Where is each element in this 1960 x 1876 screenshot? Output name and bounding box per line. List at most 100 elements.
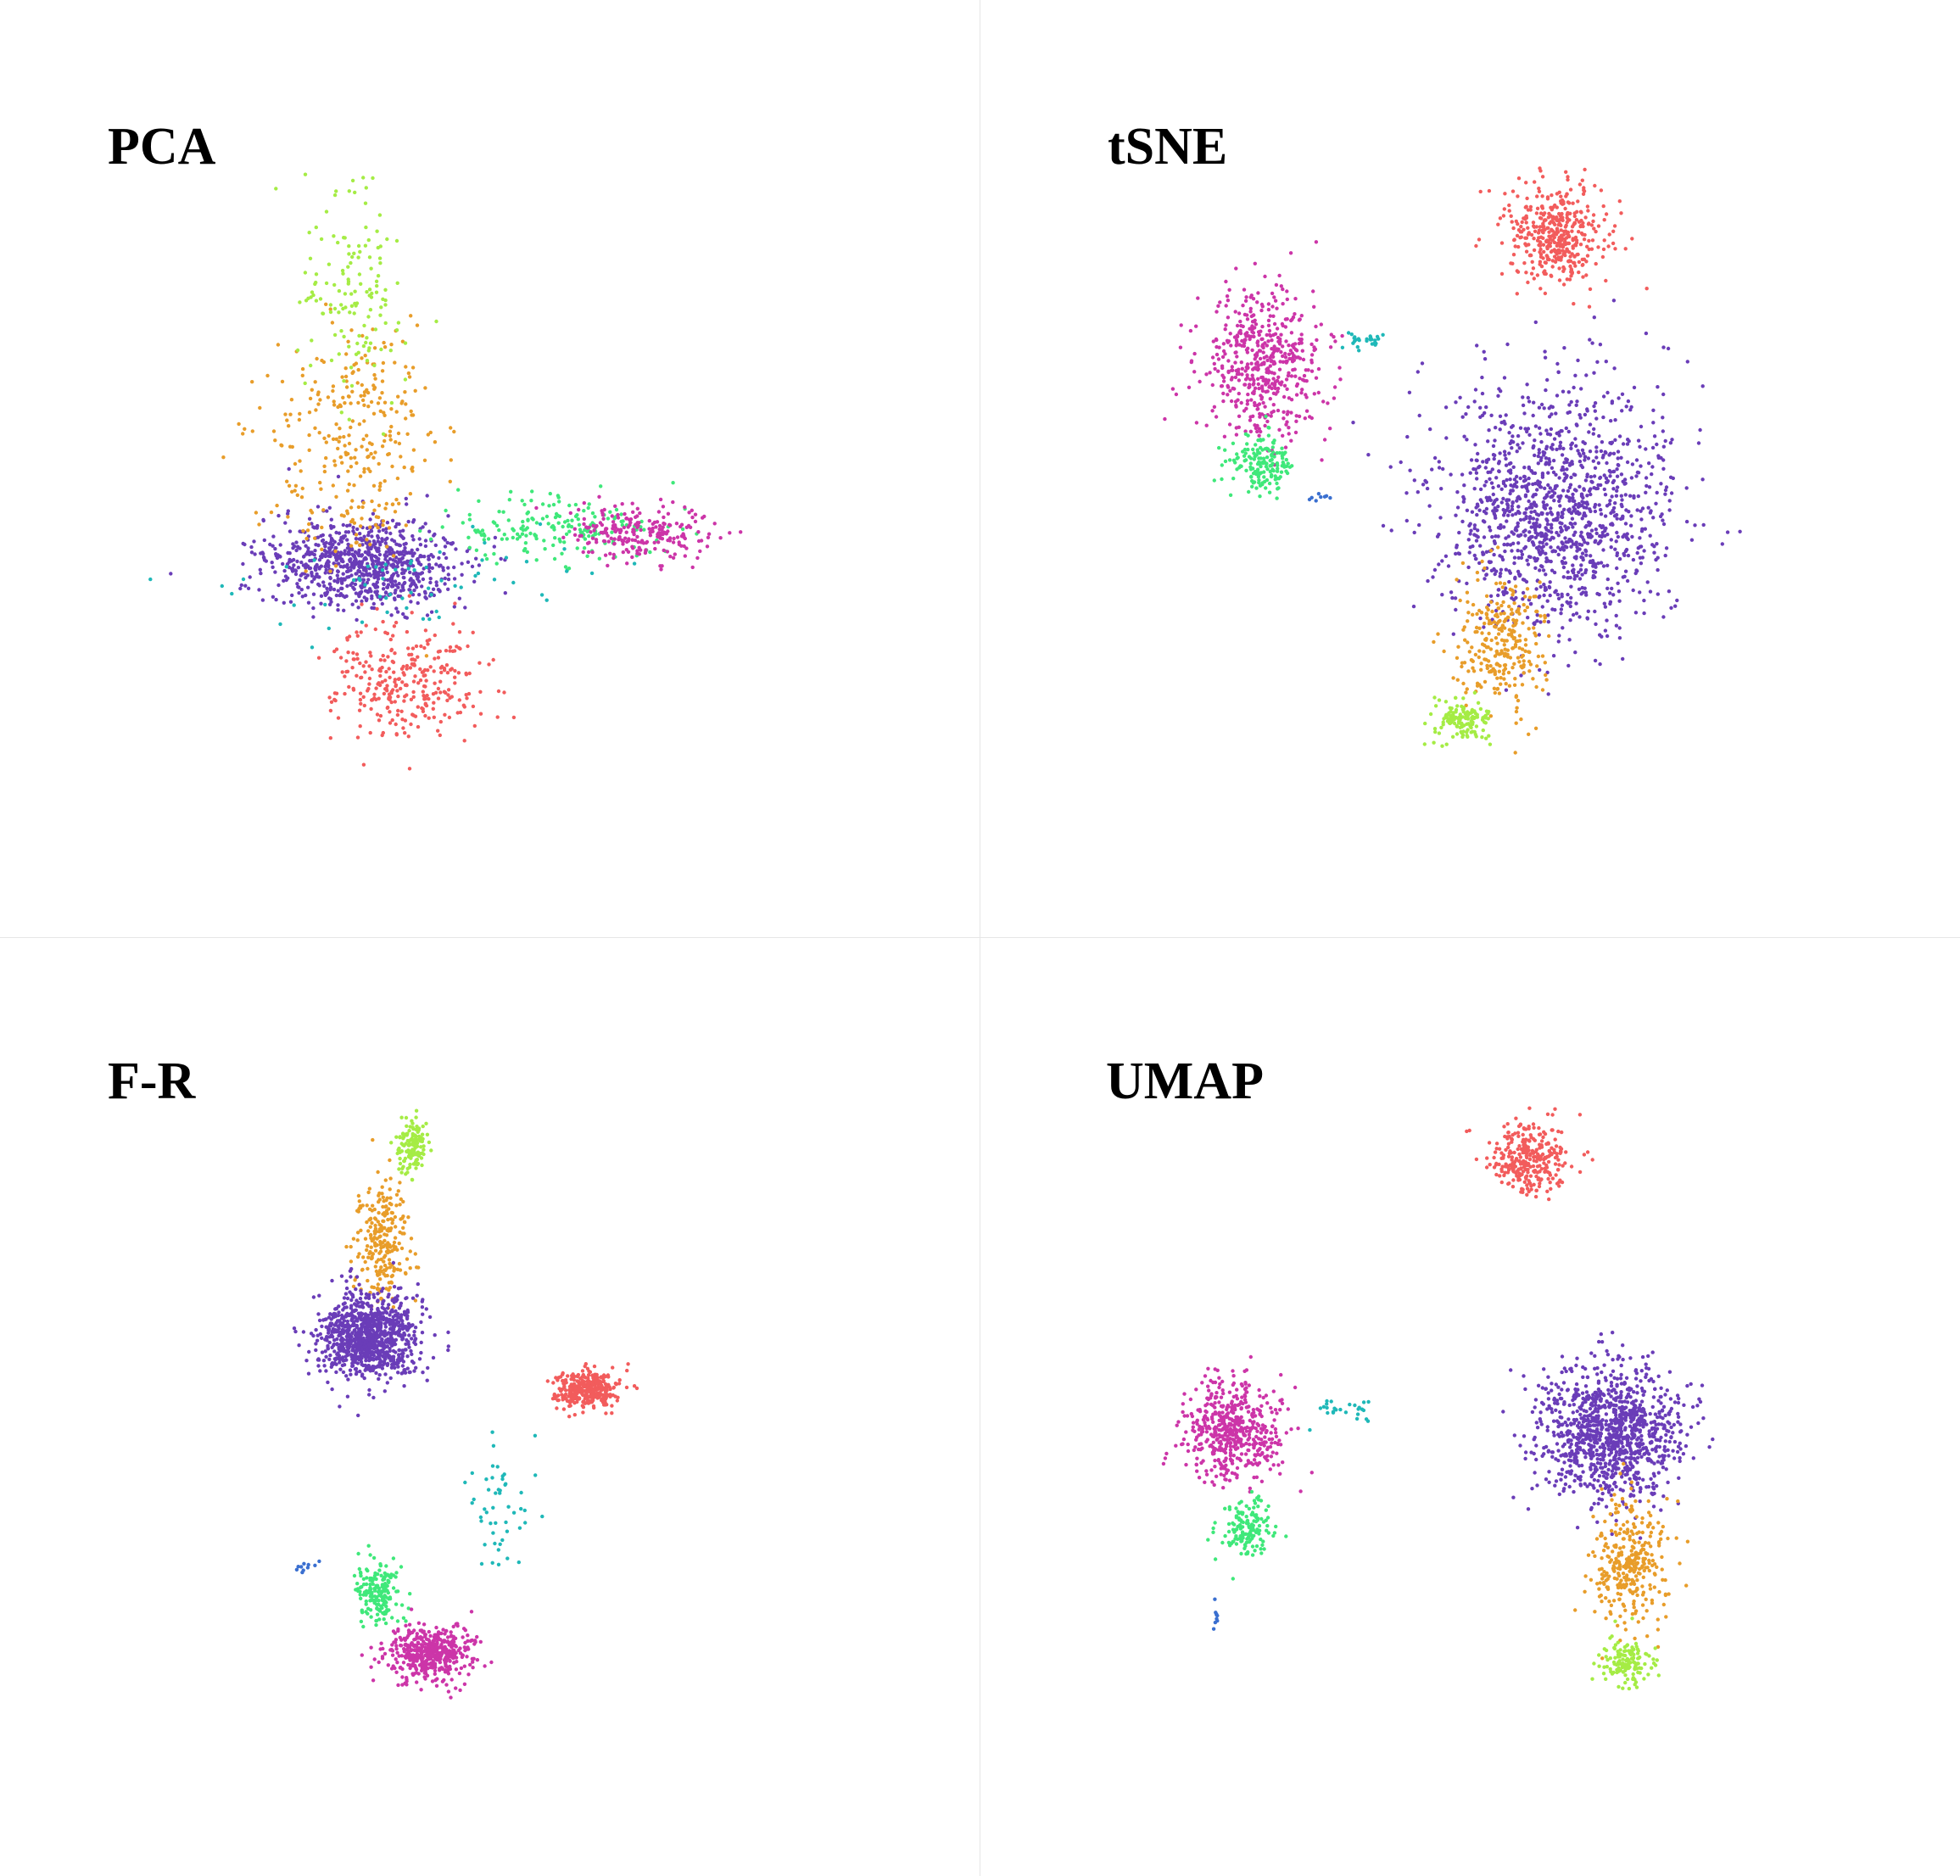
scatter-point: [259, 551, 263, 556]
scatter-point: [1569, 443, 1573, 447]
scatter-point: [283, 521, 288, 525]
scatter-point: [241, 432, 245, 436]
scatter-point: [1289, 438, 1293, 443]
scatter-point: [1550, 443, 1555, 447]
scatter-point: [1204, 372, 1209, 377]
scatter-point: [639, 539, 645, 543]
scatter-point: [1592, 486, 1596, 490]
scatter-point: [1667, 499, 1672, 503]
scatter-point: [1521, 590, 1526, 595]
scatter-point: [1527, 595, 1533, 600]
scatter-point: [313, 380, 317, 384]
scatter-point: [423, 628, 428, 633]
scatter-point: [379, 347, 383, 352]
scatter-point: [1503, 586, 1508, 590]
scatter-point: [278, 543, 282, 547]
scatter-point: [1565, 460, 1569, 465]
scatter-point: [1652, 544, 1656, 549]
scatter-point: [1558, 504, 1562, 508]
scatter-point: [1478, 544, 1483, 548]
scatter-point: [1476, 451, 1480, 456]
scatter-point: [1561, 243, 1566, 247]
scatter-point: [1223, 352, 1227, 356]
scatter-point: [1489, 413, 1494, 417]
scatter-point: [1628, 408, 1633, 412]
scatter-point: [1602, 473, 1606, 477]
scatter-point: [1249, 361, 1254, 366]
scatter-point: [368, 650, 372, 655]
scatter-point: [1243, 338, 1248, 342]
scatter-point: [314, 225, 318, 230]
scatter-point: [1601, 394, 1606, 399]
scatter-point: [1480, 735, 1484, 740]
scatter-point: [370, 606, 374, 610]
scatter-point: [1544, 532, 1548, 536]
scatter-point: [296, 545, 300, 550]
scatter-point: [385, 554, 389, 558]
scatter-point: [241, 577, 246, 582]
scatter-point: [352, 251, 356, 255]
scatter-point: [380, 379, 385, 383]
scatter-point: [1585, 541, 1590, 545]
scatter-point: [1655, 490, 1659, 495]
scatter-point: [310, 645, 315, 650]
scatter-point: [1577, 484, 1582, 489]
scatter-point: [347, 244, 351, 248]
scatter-point: [374, 697, 378, 701]
scatter-point: [1221, 349, 1226, 354]
scatter-point: [606, 539, 611, 544]
scatter-point: [327, 550, 331, 555]
scatter-point: [1373, 343, 1377, 347]
scatter-point: [366, 533, 371, 538]
scatter-point: [366, 455, 370, 460]
scatter-point: [389, 407, 394, 411]
scatter-point: [1515, 233, 1520, 238]
scatter-point: [474, 530, 478, 534]
scatter-point: [1568, 264, 1572, 269]
scatter-point: [340, 670, 344, 674]
scatter-point: [1265, 455, 1270, 460]
scatter-point: [1543, 349, 1547, 354]
scatter-point: [1589, 223, 1594, 227]
scatter-point: [1484, 460, 1489, 465]
scatter-point: [1720, 542, 1724, 546]
scatter-point: [1589, 247, 1594, 251]
scatter-point: [1548, 486, 1552, 490]
scatter-point: [1626, 553, 1631, 558]
scatter-point: [1245, 317, 1250, 321]
scatter-point: [1281, 287, 1285, 292]
scatter-point: [327, 626, 331, 631]
scatter-point: [1237, 414, 1242, 418]
scatter-point: [361, 695, 366, 699]
scatter-point: [1260, 448, 1265, 452]
scatter-point: [334, 494, 338, 499]
scatter-point: [368, 542, 372, 547]
scatter-point: [690, 565, 695, 570]
scatter-point: [1628, 494, 1633, 498]
scatter-point: [1501, 513, 1506, 517]
scatter-point: [324, 209, 329, 214]
scatter-point: [1230, 376, 1234, 380]
scatter-point: [1592, 315, 1596, 320]
scatter-point: [1235, 452, 1239, 456]
scatter-point: [288, 557, 292, 562]
scatter-point: [1428, 712, 1433, 717]
scatter-point: [693, 512, 698, 516]
scatter-point: [345, 562, 349, 567]
scatter-point: [1608, 600, 1613, 604]
scatter-point: [1432, 567, 1438, 572]
scatter-point: [1515, 499, 1519, 503]
scatter-point: [1483, 643, 1487, 648]
scatter-point: [452, 429, 456, 434]
scatter-point: [1575, 549, 1579, 553]
scatter-point: [1619, 211, 1623, 215]
scatter-point: [647, 518, 651, 523]
scatter-point: [1661, 429, 1665, 433]
scatter-point: [1669, 606, 1673, 610]
scatter-point: [448, 479, 452, 483]
scatter-point: [427, 569, 432, 573]
scatter-point: [393, 700, 397, 704]
scatter-point: [1268, 458, 1272, 463]
scatter-point: [422, 694, 426, 698]
scatter-point: [359, 584, 363, 589]
